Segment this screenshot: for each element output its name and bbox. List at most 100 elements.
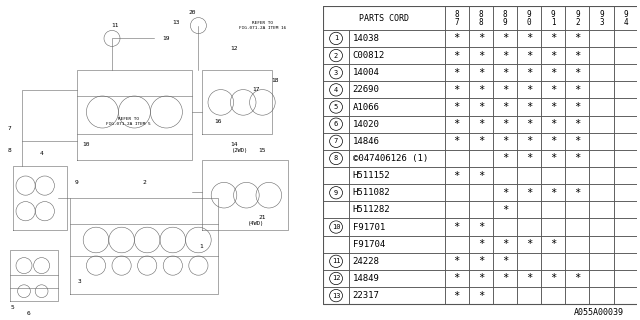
Bar <box>517 201 541 219</box>
Bar <box>493 270 517 287</box>
Bar <box>565 253 589 270</box>
Text: (2WD): (2WD) <box>232 148 248 153</box>
Bar <box>323 47 349 64</box>
Bar <box>493 167 517 184</box>
Bar <box>445 219 468 236</box>
Text: *: * <box>477 33 484 44</box>
Text: H511152: H511152 <box>353 171 390 180</box>
Bar <box>541 167 565 184</box>
Bar <box>445 184 468 201</box>
Bar <box>517 30 541 47</box>
Text: 8: 8 <box>8 148 12 153</box>
Bar <box>468 30 493 47</box>
Text: 8
9: 8 9 <box>502 10 508 27</box>
Bar <box>614 133 637 150</box>
Bar <box>493 287 517 304</box>
Bar <box>323 81 349 99</box>
Bar <box>493 184 517 201</box>
Text: *: * <box>477 256 484 266</box>
Text: *: * <box>550 188 556 198</box>
Bar <box>565 99 589 116</box>
Text: *: * <box>526 102 532 112</box>
Bar <box>565 133 589 150</box>
Text: *: * <box>477 291 484 300</box>
Bar <box>349 30 445 47</box>
Text: 1: 1 <box>200 244 204 249</box>
Bar <box>349 201 445 219</box>
Text: 20: 20 <box>188 10 196 15</box>
Bar <box>468 253 493 270</box>
Bar <box>445 30 468 47</box>
Text: *: * <box>477 239 484 249</box>
Bar <box>565 116 589 133</box>
Text: 14846: 14846 <box>353 137 380 146</box>
Bar <box>589 47 614 64</box>
Bar <box>323 30 349 47</box>
Bar <box>565 47 589 64</box>
Bar <box>493 219 517 236</box>
Bar <box>541 287 565 304</box>
Bar <box>541 81 565 99</box>
Text: *: * <box>502 188 508 198</box>
Bar <box>445 150 468 167</box>
Bar <box>323 64 349 81</box>
Bar <box>323 201 349 219</box>
Bar <box>517 133 541 150</box>
Bar <box>445 99 468 116</box>
Text: 19: 19 <box>163 36 170 41</box>
Text: 17: 17 <box>252 87 260 92</box>
Text: *: * <box>502 205 508 215</box>
Bar <box>614 253 637 270</box>
Bar <box>565 287 589 304</box>
Text: *: * <box>526 85 532 95</box>
Text: *: * <box>550 239 556 249</box>
Text: *: * <box>526 119 532 129</box>
Text: 11: 11 <box>332 258 340 264</box>
Text: *: * <box>550 102 556 112</box>
Text: 15: 15 <box>259 148 266 153</box>
Bar <box>468 6 493 30</box>
Bar <box>323 167 349 184</box>
Bar <box>445 236 468 253</box>
Text: 7: 7 <box>8 125 12 131</box>
Text: *: * <box>454 136 460 146</box>
Bar <box>589 81 614 99</box>
Text: 9
2: 9 2 <box>575 10 580 27</box>
Bar <box>614 219 637 236</box>
Bar <box>493 30 517 47</box>
Bar <box>468 47 493 64</box>
Text: *: * <box>550 85 556 95</box>
Bar <box>565 150 589 167</box>
Bar <box>468 167 493 184</box>
Text: 11: 11 <box>111 23 119 28</box>
Bar <box>589 184 614 201</box>
Text: *: * <box>550 68 556 78</box>
Text: 9
0: 9 0 <box>527 10 531 27</box>
Bar <box>493 81 517 99</box>
Text: *: * <box>502 256 508 266</box>
Text: *: * <box>574 136 580 146</box>
Bar <box>589 133 614 150</box>
Bar <box>493 47 517 64</box>
Text: 24228: 24228 <box>353 257 380 266</box>
Bar <box>614 6 637 30</box>
Bar <box>565 184 589 201</box>
Bar <box>565 201 589 219</box>
Bar <box>445 287 468 304</box>
Text: *: * <box>526 136 532 146</box>
Bar <box>468 150 493 167</box>
Text: *: * <box>574 33 580 44</box>
Text: F91704: F91704 <box>353 240 385 249</box>
Text: *: * <box>526 68 532 78</box>
Bar <box>589 150 614 167</box>
Bar <box>614 270 637 287</box>
Bar <box>565 167 589 184</box>
Text: *: * <box>454 51 460 60</box>
Text: F91701: F91701 <box>353 222 385 232</box>
Bar <box>517 270 541 287</box>
Text: 4: 4 <box>40 151 44 156</box>
Text: 7: 7 <box>334 138 338 144</box>
Text: *: * <box>574 154 580 164</box>
Text: 6: 6 <box>334 121 338 127</box>
Bar <box>565 270 589 287</box>
